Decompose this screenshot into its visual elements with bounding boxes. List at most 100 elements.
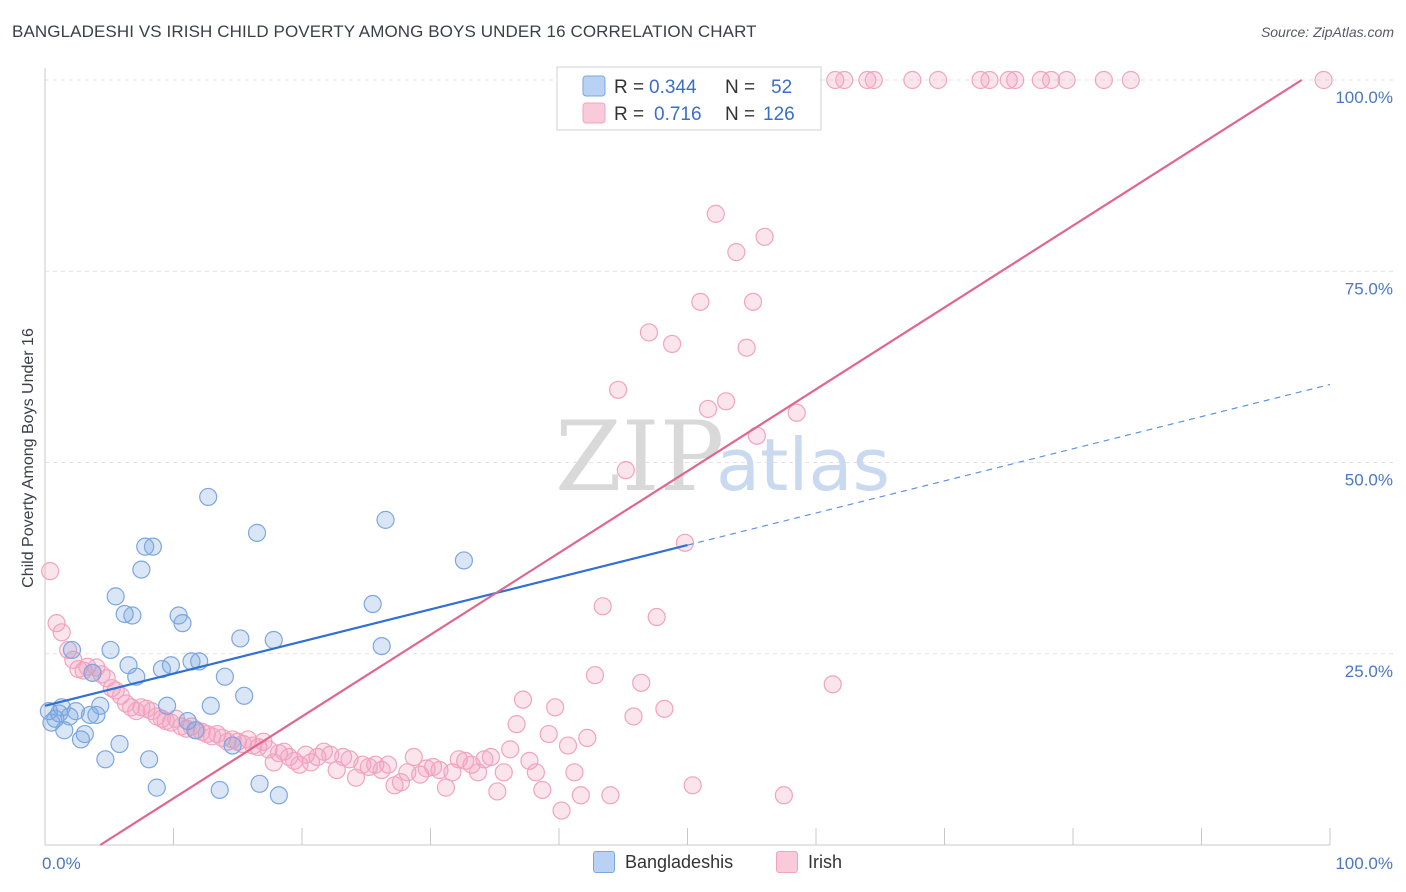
- y-tick-label: 50.0%: [1345, 471, 1393, 490]
- irish-point: [743, 292, 763, 311]
- series-legend: Bangladeshis Irish: [0, 851, 1406, 879]
- chart-title: BANGLADESHI VS IRISH CHILD POVERTY AMONG…: [12, 22, 757, 41]
- irish-point: [639, 323, 659, 342]
- irish-point: [59, 640, 78, 660]
- irish-point: [787, 403, 806, 422]
- bangladeshi-point: [83, 663, 102, 682]
- watermark-atlas: atlas: [716, 423, 890, 507]
- bangladeshi-point: [269, 786, 288, 805]
- irish-trend-line: [99, 79, 1303, 846]
- irish-point: [1057, 70, 1076, 90]
- bangladeshi-point: [101, 640, 120, 660]
- irish-point: [999, 70, 1018, 90]
- correlation-legend: R = 0.344 N = 52 R = 0.716 N = 126: [556, 66, 822, 131]
- irish-point: [571, 786, 590, 805]
- irish-point: [546, 698, 565, 717]
- irish-point: [624, 707, 643, 726]
- bangladeshi-point: [250, 774, 269, 793]
- bangladeshi-point: [66, 702, 85, 721]
- irish-point: [558, 736, 578, 755]
- irish-point: [52, 623, 71, 642]
- bangladeshi-trend-line: [44, 544, 688, 707]
- bangladeshi-point: [372, 636, 391, 656]
- tick-labels: 25.0% 50.0% 75.0% 100.0% 0.0% 100.0%: [42, 88, 1393, 873]
- irish-point: [1314, 70, 1333, 90]
- legend-n-label-bangladeshi: N =: [725, 77, 755, 98]
- bangladeshi-point: [454, 551, 474, 570]
- irish-point: [980, 70, 999, 90]
- irish-point: [601, 786, 620, 805]
- irish-point: [683, 776, 702, 795]
- irish-point: [675, 533, 695, 552]
- axes: [44, 68, 1331, 846]
- bangladeshi-point: [161, 656, 181, 675]
- irish-point: [1094, 70, 1113, 90]
- legend-r-value-irish: 0.716: [654, 104, 702, 125]
- irish-point: [737, 338, 756, 357]
- irish-point: [647, 607, 666, 627]
- irish-point: [391, 773, 411, 792]
- bangladeshi-point: [96, 750, 115, 769]
- irish-point: [290, 755, 309, 774]
- bangladeshi-trend-extension: [687, 383, 1331, 546]
- irish-point: [655, 699, 674, 718]
- irish-point: [565, 763, 584, 782]
- irish-point: [858, 70, 877, 90]
- legend-swatch-irish: [582, 102, 606, 124]
- irish-point: [1031, 70, 1050, 90]
- legend-item-bangladeshis: Bangladeshis: [593, 851, 733, 873]
- irish-point: [755, 227, 774, 246]
- bangladeshi-point: [376, 510, 395, 529]
- y-tick-label: 75.0%: [1345, 279, 1393, 298]
- irish-point: [552, 801, 571, 820]
- bangladeshi-point: [223, 736, 242, 755]
- bangladeshi-point: [87, 705, 106, 725]
- irish-point: [378, 755, 398, 774]
- bangladeshi-point: [363, 594, 382, 614]
- y-axis-label: Child Poverty Among Boys Under 16: [20, 328, 37, 588]
- irish-point: [632, 673, 651, 692]
- bangladeshi-point: [143, 537, 163, 556]
- irish-point: [507, 715, 526, 734]
- bangladeshi-point: [178, 711, 197, 731]
- bangladeshi-point: [62, 640, 82, 660]
- irish-point: [533, 780, 552, 800]
- irish-point: [698, 399, 718, 419]
- irish-point: [539, 724, 558, 744]
- y-tick-label: 100.0%: [1335, 88, 1393, 107]
- bangladeshi-point: [115, 604, 134, 624]
- bangladeshi-point: [91, 696, 110, 715]
- bangladeshi-point: [55, 721, 74, 740]
- irish-point: [928, 70, 948, 90]
- bangladeshi-point: [75, 724, 94, 744]
- irish-point: [903, 70, 922, 90]
- bangladeshi-point: [186, 721, 205, 740]
- irish-point: [513, 690, 533, 709]
- irish-point: [691, 292, 710, 311]
- irish-point: [616, 461, 635, 480]
- irish-point: [716, 392, 736, 411]
- watermark-zip: ZIP: [555, 401, 724, 513]
- bangladeshi-point: [201, 696, 220, 715]
- irish-point: [835, 70, 854, 90]
- bangladeshi-point: [132, 560, 151, 579]
- legend-item-irish: Irish: [776, 851, 842, 873]
- grid-lines: [45, 79, 1395, 655]
- watermark: ZIP atlas: [555, 401, 890, 513]
- bangladeshi-point: [173, 614, 192, 633]
- legend-swatch-bangladeshi: [582, 75, 606, 97]
- irish-point: [526, 763, 545, 782]
- irish-point: [41, 562, 60, 581]
- x-tick-label: 100.0%: [1335, 854, 1393, 873]
- bangladeshi-points: [39, 487, 474, 805]
- legend-n-value-bangladeshi: 52: [771, 77, 792, 98]
- irish-point: [662, 334, 682, 354]
- bangladeshi-point: [215, 667, 234, 686]
- bangladeshi-point: [106, 587, 125, 606]
- bangladeshi-point: [136, 537, 155, 556]
- irish-point: [481, 747, 500, 767]
- trend-lines: [44, 79, 1331, 846]
- irish-point: [1042, 70, 1061, 90]
- irish-point: [1121, 70, 1140, 90]
